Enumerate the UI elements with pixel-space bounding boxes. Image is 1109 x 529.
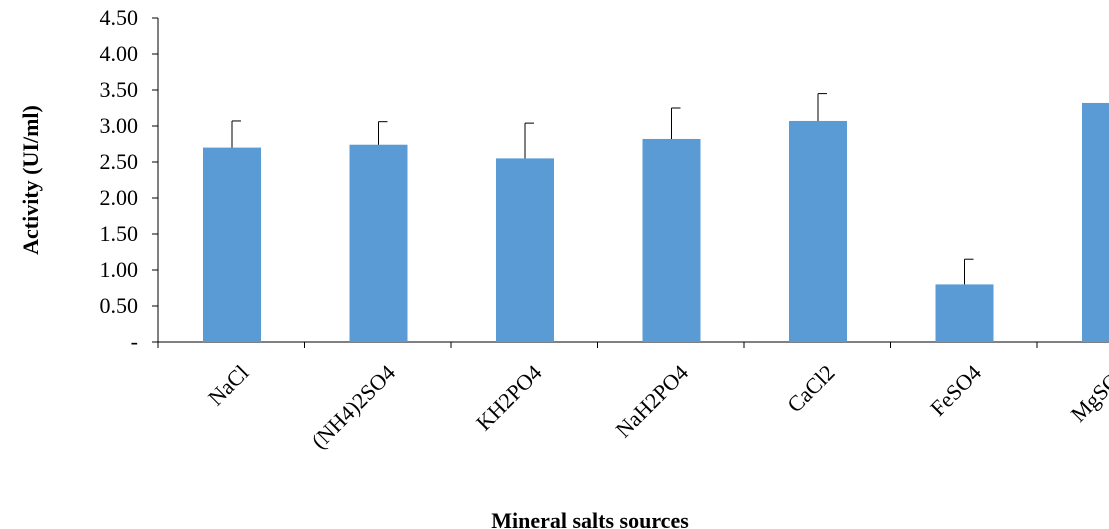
category-label: KH2PO4	[471, 360, 547, 436]
bar-mgso4	[1082, 102, 1109, 343]
bar-nacl	[203, 147, 261, 342]
y-tick-label: 2.50	[100, 149, 139, 174]
y-tick-label: 3.00	[100, 113, 139, 138]
y-tick-label: 3.50	[100, 77, 139, 102]
y-axis: - 0.50 1.00 1.50 2.00 2.50 3.00 3.50 4.00 4.50	[100, 5, 159, 354]
category-label: FeSO4	[925, 360, 986, 421]
y-tick-label: 1.00	[100, 257, 139, 282]
bar-feso4	[935, 284, 994, 342]
y-tick-label: 4.00	[100, 41, 139, 66]
y-tick-label: -	[131, 329, 138, 354]
y-tick-label: 0.50	[100, 293, 139, 318]
category-label: (NH4)2SO4	[306, 360, 400, 454]
category-label: NaCl	[203, 360, 254, 411]
bar-kh2po4	[496, 158, 554, 342]
bar-cacl2	[789, 120, 847, 343]
y-tick-label: 2.00	[100, 185, 139, 210]
x-axis	[157, 341, 1109, 348]
y-axis-title: Activity (UI/ml)	[18, 105, 43, 255]
category-label: CaCl2	[782, 360, 839, 417]
bar-nh42so4	[349, 144, 408, 342]
bar-nah2po4	[642, 138, 701, 342]
category-label: MgSO4	[1066, 360, 1109, 427]
category-label: NaH2PO4	[611, 360, 693, 442]
y-tick-label: 4.50	[100, 5, 139, 30]
y-tick-label: 1.50	[100, 221, 139, 246]
x-axis-title: Mineral salts sources	[491, 508, 689, 529]
